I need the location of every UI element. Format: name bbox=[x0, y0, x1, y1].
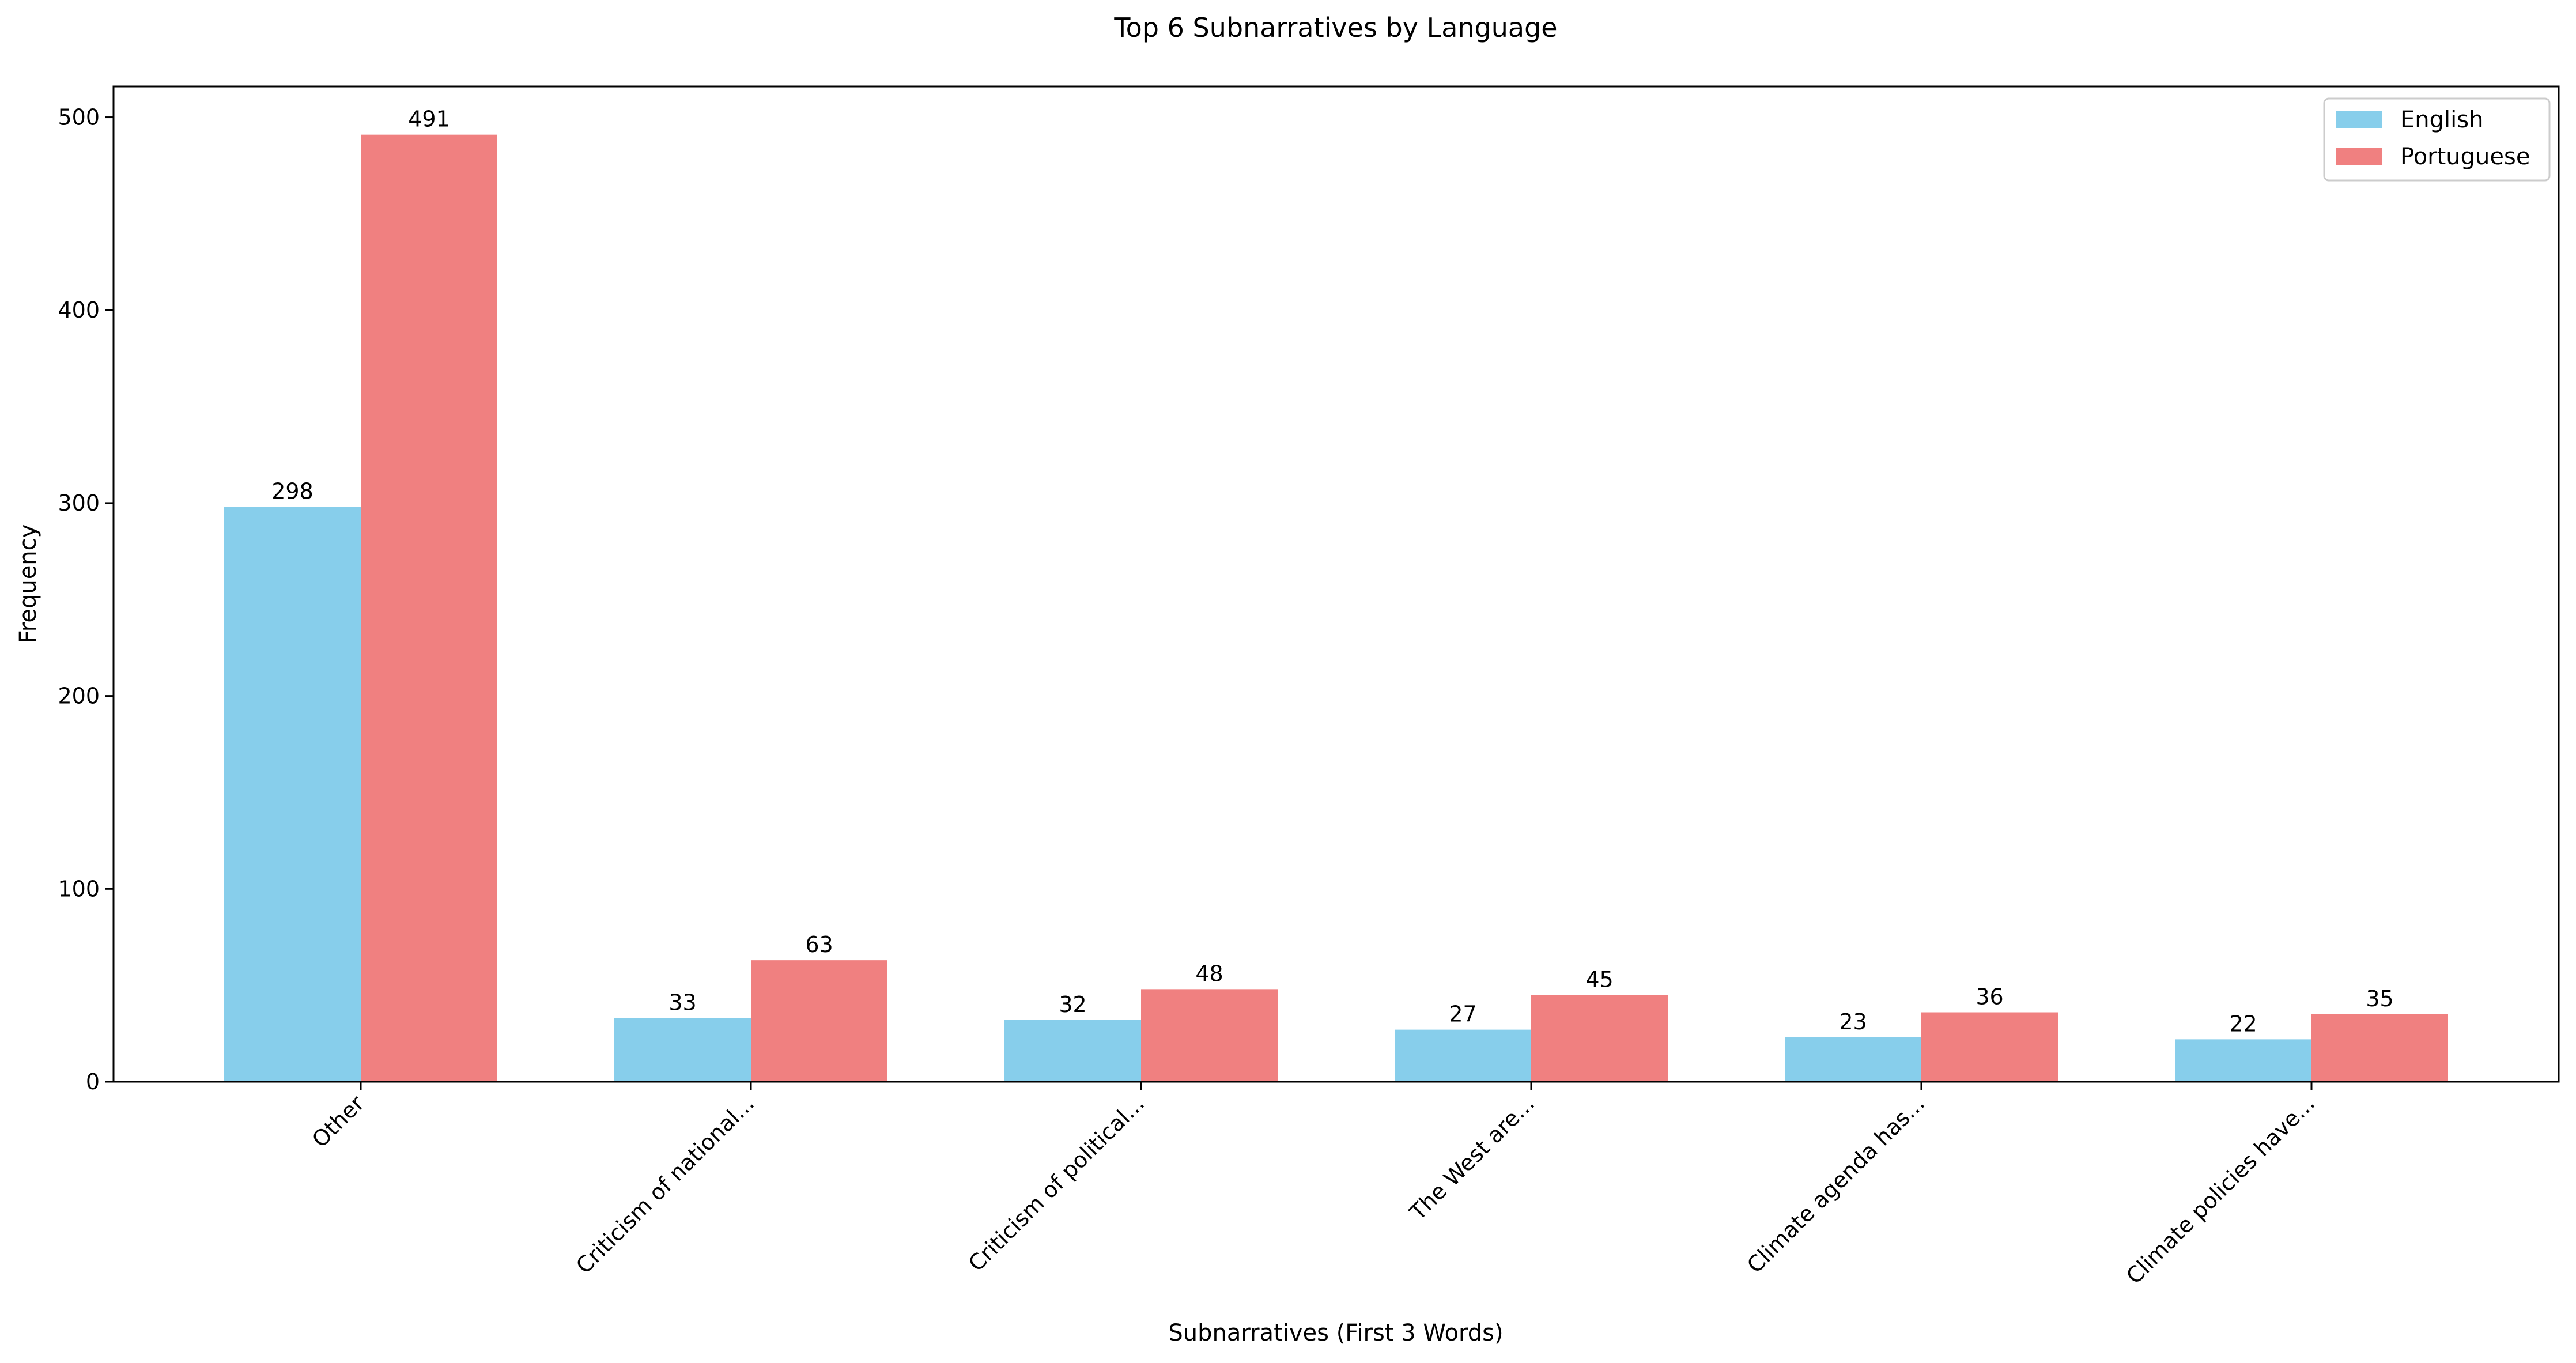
bar-value-label: 33 bbox=[668, 990, 696, 1015]
legend-label-english: English bbox=[2400, 107, 2483, 133]
bars-group bbox=[224, 134, 2448, 1082]
bar-value-label: 35 bbox=[2366, 986, 2393, 1011]
bar-portuguese-5 bbox=[2311, 1014, 2448, 1082]
y-tick-label: 100 bbox=[58, 876, 100, 901]
x-tick-label: The West are... bbox=[1404, 1090, 1539, 1225]
bar-value-label: 63 bbox=[805, 932, 833, 957]
legend-swatch-english bbox=[2336, 111, 2382, 128]
bar-value-label: 45 bbox=[1585, 966, 1613, 992]
bar-english-0 bbox=[224, 507, 361, 1082]
x-tick-label: Climate policies have... bbox=[2121, 1090, 2320, 1289]
bar-value-label: 32 bbox=[1059, 992, 1086, 1017]
x-tick-label: Criticism of political... bbox=[964, 1090, 1150, 1277]
bar-value-label: 22 bbox=[2229, 1011, 2257, 1036]
y-tick-label: 500 bbox=[58, 105, 100, 130]
plot-frame bbox=[112, 85, 2560, 1083]
x-tick-label: Criticism of national... bbox=[571, 1090, 759, 1278]
y-tick-label: 300 bbox=[58, 490, 100, 516]
y-axis-label: Frequency bbox=[15, 524, 41, 644]
bar-portuguese-2 bbox=[1141, 989, 1278, 1082]
y-tick-label: 200 bbox=[58, 684, 100, 709]
bar-value-label: 27 bbox=[1449, 1002, 1476, 1027]
x-tick-label: Other bbox=[307, 1090, 369, 1153]
bar-labels-group: 298 491 33 63 32 48 27 45 23 36 22 35 bbox=[271, 107, 2393, 1037]
x-axis-label: Subnarratives (First 3 Words) bbox=[1168, 1320, 1503, 1346]
x-axis: Other Criticism of national... Criticism o… bbox=[307, 1082, 2320, 1289]
bar-portuguese-3 bbox=[1531, 995, 1668, 1082]
bar-value-label: 48 bbox=[1195, 961, 1223, 986]
bar-value-label: 36 bbox=[1976, 984, 2003, 1010]
bar-english-3 bbox=[1395, 1029, 1531, 1082]
y-tick-label: 0 bbox=[86, 1069, 100, 1094]
y-tick-label: 400 bbox=[58, 297, 100, 323]
bar-english-4 bbox=[1785, 1037, 1921, 1082]
bar-english-5 bbox=[2175, 1039, 2311, 1082]
bar-portuguese-1 bbox=[751, 960, 887, 1082]
chart-title: Top 6 Subnarratives by Language bbox=[1113, 12, 1557, 43]
bar-value-label: 298 bbox=[271, 479, 313, 504]
bar-value-label: 491 bbox=[408, 107, 450, 132]
legend-label-portuguese: Portuguese bbox=[2400, 144, 2530, 170]
legend: English Portuguese bbox=[2323, 97, 2551, 182]
bar-english-1 bbox=[614, 1018, 751, 1082]
legend-swatch-portuguese bbox=[2336, 148, 2382, 165]
bar-value-label: 23 bbox=[1839, 1009, 1867, 1034]
bar-english-2 bbox=[1004, 1020, 1141, 1082]
y-axis: 0 100 200 300 400 500 bbox=[58, 105, 114, 1094]
bar-portuguese-4 bbox=[1921, 1012, 2058, 1082]
x-tick-label: Climate agenda has... bbox=[1742, 1090, 1929, 1278]
bar-portuguese-0 bbox=[361, 134, 497, 1082]
